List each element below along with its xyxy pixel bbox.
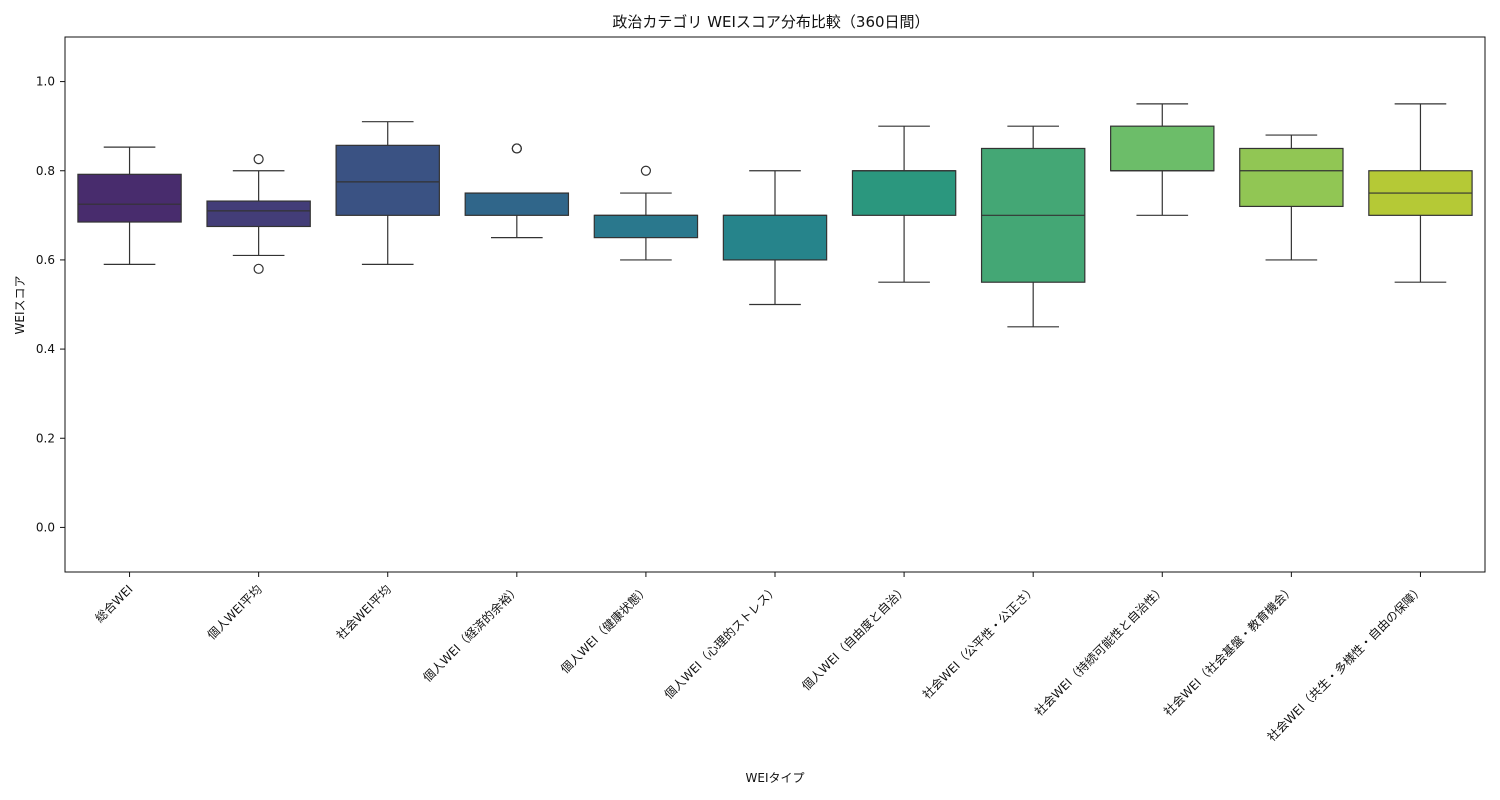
- x-category-label: 社会WEI（持続可能性と自治性）: [1031, 582, 1168, 719]
- iqr-box: [335, 144, 440, 216]
- x-category-label: 個人WEI（健康状態）: [557, 582, 652, 677]
- x-axis: 総合WEI 個人WEI平均 社会WEI平均 個人WEI（経済的余裕） 個人WEI（健康状…: [92, 572, 1427, 744]
- x-category-label: 個人WEI平均: [205, 582, 265, 642]
- box-8: [980, 125, 1086, 328]
- chart-title: 政治カテゴリ WEIスコア分布比較（360日間）: [612, 13, 929, 31]
- iqr-box: [851, 170, 957, 216]
- x-category-label: 個人WEI（自由度と自治）: [798, 582, 910, 694]
- x-category-label: 社会WEI（社会基盤・教育機会）: [1160, 582, 1297, 719]
- y-tick-label: 0.2: [36, 431, 55, 445]
- y-axis: 0.0 0.2 0.4 0.6 0.8 1.0: [36, 75, 65, 534]
- box-7: [851, 125, 957, 283]
- outlier-point: [640, 165, 652, 176]
- box-9: [1110, 103, 1215, 216]
- x-category-label: 個人WEI（経済的余裕）: [420, 582, 523, 685]
- plot-area: [77, 103, 1473, 328]
- iqr-box: [206, 200, 311, 228]
- x-category-label: 総合WEI: [92, 582, 136, 626]
- y-tick-label: 0.0: [36, 520, 55, 534]
- box-6: [722, 170, 828, 306]
- x-axis-label: WEIタイプ: [746, 771, 805, 785]
- y-tick-label: 0.8: [36, 164, 55, 178]
- iqr-box: [77, 173, 182, 223]
- iqr-box: [464, 192, 570, 216]
- box-1: [77, 146, 182, 265]
- outlier-point: [511, 143, 522, 154]
- box-10: [1239, 134, 1344, 261]
- iqr-box: [593, 214, 699, 239]
- outlier-point: [253, 154, 264, 165]
- y-tick-label: 0.4: [36, 342, 55, 356]
- iqr-box: [722, 214, 828, 261]
- y-tick-label: 1.0: [36, 75, 55, 89]
- y-axis-label: WEIスコア: [13, 276, 27, 335]
- iqr-box: [1110, 125, 1215, 172]
- x-category-label: 社会WEI（公平性・公正さ）: [919, 582, 1039, 702]
- box-3: [335, 121, 440, 265]
- x-category-label: 社会WEI（共生・多様性・自由の保障）: [1264, 582, 1427, 745]
- outlier-point: [253, 263, 264, 274]
- x-category-label: 社会WEI平均: [333, 582, 394, 643]
- box-11: [1368, 103, 1473, 283]
- box-5: [593, 165, 699, 261]
- y-tick-label: 0.6: [36, 253, 55, 267]
- iqr-box: [1239, 147, 1344, 208]
- box-4: [464, 143, 570, 239]
- box-2: [206, 154, 311, 274]
- x-category-label: 個人WEI（心理的ストレス）: [661, 582, 781, 702]
